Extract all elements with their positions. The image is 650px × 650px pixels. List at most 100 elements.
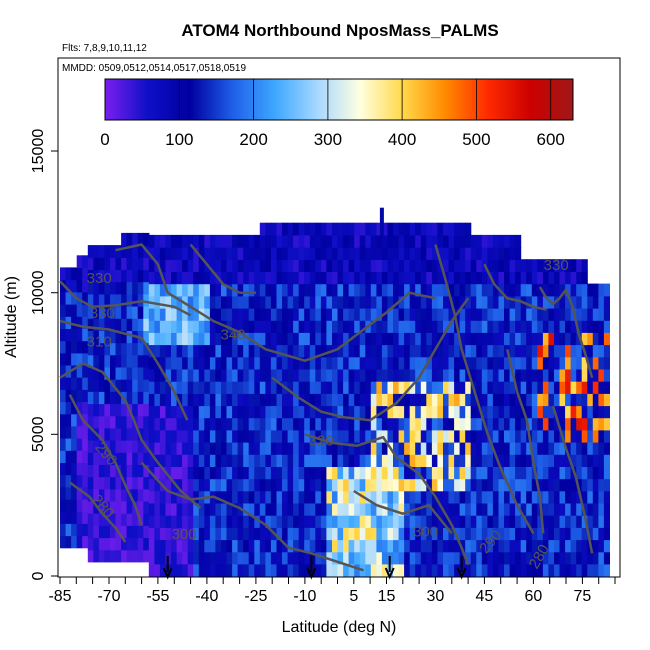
heatmap-cell: [443, 429, 450, 443]
heatmap-cell: [498, 417, 505, 431]
heatmap-cell: [448, 381, 455, 394]
heatmap-cell: [515, 563, 522, 577]
heatmap-cell: [365, 417, 372, 431]
heatmap-cell: [431, 442, 438, 455]
heatmap-cell: [387, 344, 394, 358]
heatmap-cell: [265, 502, 272, 516]
heatmap-cell: [115, 379, 122, 392]
heatmap-cell: [343, 222, 350, 236]
heatmap-cell: [309, 490, 316, 504]
heatmap-cell: [576, 429, 583, 443]
heatmap-cell: [443, 368, 450, 382]
heatmap-cell: [337, 308, 344, 321]
heatmap-cell: [515, 283, 522, 297]
heatmap-cell: [492, 393, 499, 407]
heatmap-cell: [82, 377, 89, 390]
heatmap-cell: [115, 342, 122, 356]
heatmap-cell: [404, 368, 411, 382]
heatmap-cell: [409, 466, 416, 480]
heatmap-cell: [282, 234, 289, 248]
heatmap-cell: [343, 320, 350, 333]
heatmap-cell: [237, 332, 244, 346]
heatmap-cell: [265, 429, 272, 443]
heatmap-cell: [443, 478, 450, 492]
heatmap-cell: [465, 308, 472, 321]
heatmap-cell: [348, 454, 355, 467]
heatmap-cell: [187, 442, 194, 455]
heatmap-cell: [93, 379, 100, 392]
heatmap-cell: [481, 308, 488, 321]
heatmap-cell: [248, 490, 255, 504]
heatmap-cell: [348, 368, 355, 382]
heatmap-cell: [354, 308, 361, 321]
heatmap-cell: [426, 247, 433, 260]
heatmap-cell: [287, 466, 294, 480]
heatmap-cell: [454, 502, 461, 516]
heatmap-cell: [443, 527, 450, 541]
heatmap-cell: [265, 466, 272, 480]
heatmap-cell: [603, 490, 610, 504]
heatmap-cell: [448, 259, 455, 272]
heatmap-cell: [315, 320, 322, 333]
heatmap-cell: [592, 515, 599, 528]
heatmap-cell: [259, 502, 266, 516]
heatmap-cell: [470, 527, 477, 541]
heatmap-cell: [259, 368, 266, 382]
heatmap-cell: [270, 539, 277, 553]
heatmap-cell: [76, 425, 83, 439]
heatmap-cell: [137, 488, 144, 502]
heatmap-cell: [598, 368, 605, 382]
heatmap-cell: [409, 551, 416, 565]
heatmap-cell: [470, 295, 477, 309]
heatmap-cell: [404, 271, 411, 285]
heatmap-cell: [126, 281, 133, 295]
heatmap-cell: [359, 368, 366, 382]
heatmap-cell: [176, 356, 183, 370]
heatmap-cell: [487, 381, 494, 394]
heatmap-cell: [437, 527, 444, 541]
heatmap-cell: [270, 332, 277, 346]
heatmap-cell: [465, 320, 472, 333]
heatmap-cell: [598, 478, 605, 492]
heatmap-cell: [193, 478, 200, 492]
heatmap-cell: [420, 429, 427, 443]
contour-label: 300: [413, 523, 438, 540]
heatmap-cell: [276, 405, 283, 419]
heatmap-cell: [354, 283, 361, 297]
heatmap-cell: [137, 318, 144, 331]
heatmap-cell: [393, 405, 400, 419]
heatmap-cell: [287, 295, 294, 309]
heatmap-cell: [393, 283, 400, 297]
heatmap-cell: [198, 405, 205, 419]
contour-line: [140, 461, 364, 572]
heatmap-cell: [537, 417, 544, 431]
heatmap-cell: [143, 476, 150, 490]
heatmap-cell: [376, 308, 383, 321]
heatmap-cell: [598, 563, 605, 577]
heatmap-cell: [171, 466, 178, 480]
heatmap-cell: [121, 366, 128, 380]
heatmap-cell: [565, 381, 572, 394]
heatmap-cell: [182, 502, 189, 516]
heatmap-cell: [187, 295, 194, 309]
heatmap-cell: [154, 442, 161, 455]
heatmap-cell: [243, 454, 250, 467]
colorbar-tick-label: 400: [388, 130, 416, 149]
heatmap-cell: [443, 344, 450, 358]
heatmap-cell: [437, 222, 444, 236]
heatmap-cell: [565, 356, 572, 370]
heatmap-cell: [509, 356, 516, 370]
heatmap-cell: [309, 234, 316, 248]
heatmap-cell: [265, 381, 272, 394]
heatmap-cell: [204, 271, 211, 285]
heatmap-cell: [298, 539, 305, 553]
heatmap-cell: [387, 515, 394, 528]
heatmap-cell: [437, 295, 444, 309]
heatmap-cell: [454, 356, 461, 370]
heatmap-cell: [259, 308, 266, 321]
heatmap-cell: [254, 356, 261, 370]
heatmap-cell: [437, 515, 444, 528]
heatmap-cell: [559, 454, 566, 467]
heatmap-cell: [515, 527, 522, 541]
heatmap-cell: [565, 539, 572, 553]
